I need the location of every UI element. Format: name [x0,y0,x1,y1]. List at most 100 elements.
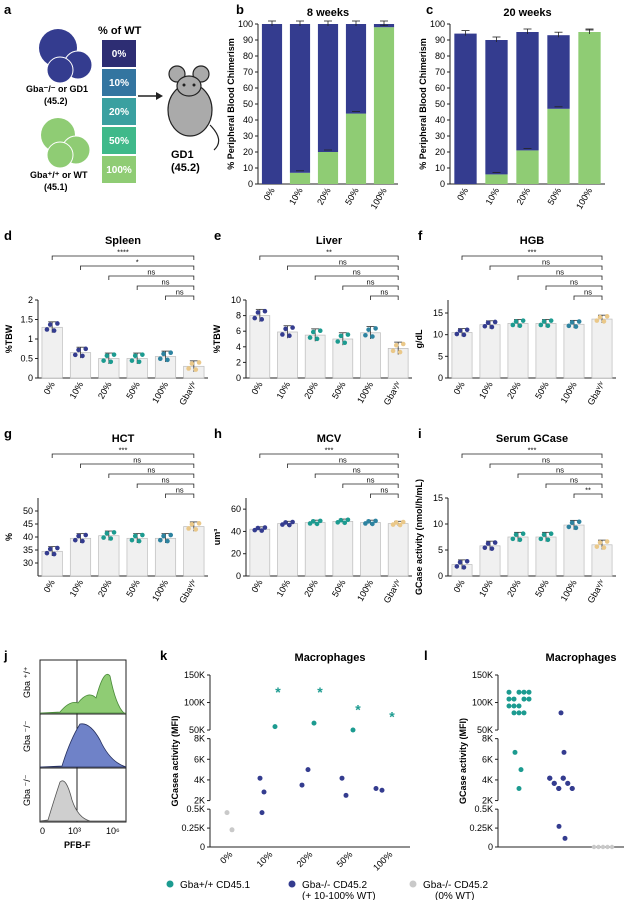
bar-gd1 [345,24,367,114]
flow-row-3: Gba ⁻/⁻ [22,774,32,806]
data-point [262,308,268,314]
y-tick-label: 150K [184,670,205,680]
x-tick-label: 0% [452,380,467,396]
significance-bracket [489,463,603,468]
data-point [516,703,522,709]
mouse-label: GD1 [171,149,194,161]
legend-label-wt: Gba+/+ CD45.1 [180,880,250,891]
bar [304,522,326,577]
data-point [454,331,460,337]
panel-letter-j: j [3,648,8,663]
significance-bracket [51,255,195,260]
y-tick-label: 40 [231,526,241,536]
panel-a: a Gba⁻/⁻ or GD1 (45.2) Gba⁺/⁺ or WT (45.… [4,2,220,192]
significance-label: ** [585,486,591,495]
data-point [287,522,292,528]
data-point [317,518,323,524]
data-point [397,349,403,355]
x-tick-label: 10% [275,578,293,599]
data-point [136,359,142,365]
x-tick-label: 20% [96,380,114,401]
bar [154,537,177,577]
y-tick-label: 15 [433,308,443,318]
wt-cells [41,118,91,169]
data-point [518,767,524,773]
legend: Gba+/+ CD45.1 Gba-/- CD45.2 (+ 10-100% W… [166,880,488,900]
significance-bracket [545,483,603,488]
significance-label: ns [353,466,361,475]
x-tick-label: Gbaᵛ/ᵛ [585,578,606,605]
data-point [314,336,320,342]
y-tick-label: 0 [488,842,493,852]
x-tick-label: 0% [42,380,57,396]
flow-xlabel: PFB-F [64,840,91,850]
x-tick-label: 50% [533,380,551,401]
x-tick-label: 0% [218,849,234,865]
bar [479,324,501,379]
data-point [506,703,512,709]
significance-label: ns [339,258,347,267]
data-point [261,789,267,795]
significance-label: ns [542,258,550,267]
data-point [168,350,174,356]
data-point [489,324,495,330]
pct-box [102,156,136,183]
y-tick-label: 10 [433,330,443,340]
y-tick-label: 5 [438,351,443,361]
data-point [259,528,265,533]
y-tick-label: 30 [23,558,33,568]
data-point [506,696,512,702]
bar [591,318,613,379]
data-point [168,532,174,538]
x-tick-label: 100% [355,380,375,405]
x-tick-label: 10% [68,380,86,401]
data-point [512,749,518,755]
data-point [314,521,320,527]
bar-gd1 [547,35,570,109]
chart-g: HCT 30 35 40 45 50% 0% 10% 20% 50% 100% Gbaᵛ/ᵛ *** ns… [4,433,208,605]
significance-label: ns [353,268,361,277]
significance-bracket [136,483,195,488]
y-tick-label: 0 [248,179,253,189]
pct-title: % of WT [98,25,142,37]
data-point [489,546,495,551]
x-tick-label: 10% [68,578,86,599]
axis-break [378,731,402,739]
data-point [604,314,610,319]
data-point [47,546,53,552]
significance-label: ns [133,456,141,465]
panel-letter-d: d [4,228,12,243]
significance-label: **** [117,248,129,257]
data-point [373,518,378,524]
bar [507,323,529,379]
data-point: * [317,684,323,700]
y-tick-label: 40 [435,115,445,125]
data-point [83,346,89,352]
pct-box-label: 100% [106,165,132,176]
data-point [299,782,305,788]
data-point [252,315,258,321]
significance-label: ns [147,466,155,475]
y-tick-label: 100 [430,19,445,29]
x-tick-label: 10% [275,380,293,401]
significance-bracket [489,265,603,270]
data-point [366,519,371,524]
data-point [132,533,138,539]
significance-bracket [517,473,603,478]
flow-tick-1: 10³ [68,826,81,836]
x-tick-label: 100% [150,380,170,405]
data-point [541,532,547,537]
arrows [138,92,163,100]
bar [126,537,148,577]
chart-d: Spleen 0 0.5 1 1.5 2 %TBW 0% 10% 20% 50% 100% Gbaᵛ/ᵛ… [4,235,208,407]
bar [535,323,557,379]
significance-bracket [545,285,603,290]
data-point [373,786,379,792]
significance-label: ** [326,248,332,257]
y-tick-label: 6 [236,326,241,336]
data-point [511,696,517,702]
data-point [393,342,399,348]
data-point [373,326,378,331]
data-point [76,347,81,353]
x-tick-label: 0% [42,578,57,594]
